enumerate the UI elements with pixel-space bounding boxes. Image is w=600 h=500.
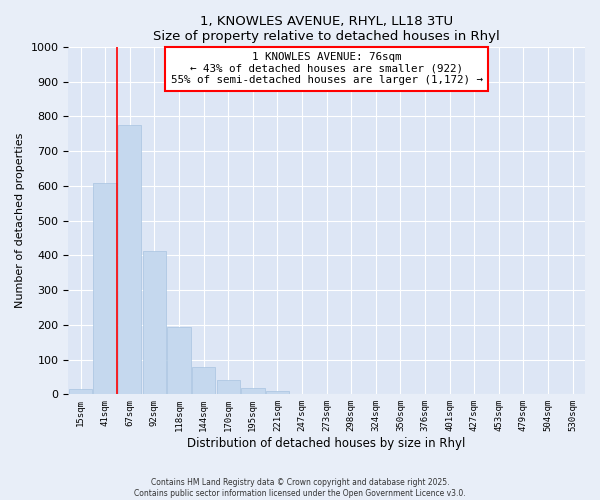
Text: Contains HM Land Registry data © Crown copyright and database right 2025.
Contai: Contains HM Land Registry data © Crown c… <box>134 478 466 498</box>
Bar <box>241 388 265 394</box>
Title: 1, KNOWLES AVENUE, RHYL, LL18 3TU
Size of property relative to detached houses i: 1, KNOWLES AVENUE, RHYL, LL18 3TU Size o… <box>153 15 500 43</box>
Bar <box>217 380 240 394</box>
Bar <box>94 183 117 394</box>
X-axis label: Distribution of detached houses by size in Rhyl: Distribution of detached houses by size … <box>187 437 466 450</box>
Bar <box>118 125 142 394</box>
Text: 1 KNOWLES AVENUE: 76sqm
← 43% of detached houses are smaller (922)
55% of semi-d: 1 KNOWLES AVENUE: 76sqm ← 43% of detache… <box>170 52 482 86</box>
Bar <box>266 391 289 394</box>
Y-axis label: Number of detached properties: Number of detached properties <box>15 133 25 308</box>
Bar <box>69 389 92 394</box>
Bar <box>143 251 166 394</box>
Bar <box>167 328 191 394</box>
Bar <box>192 367 215 394</box>
